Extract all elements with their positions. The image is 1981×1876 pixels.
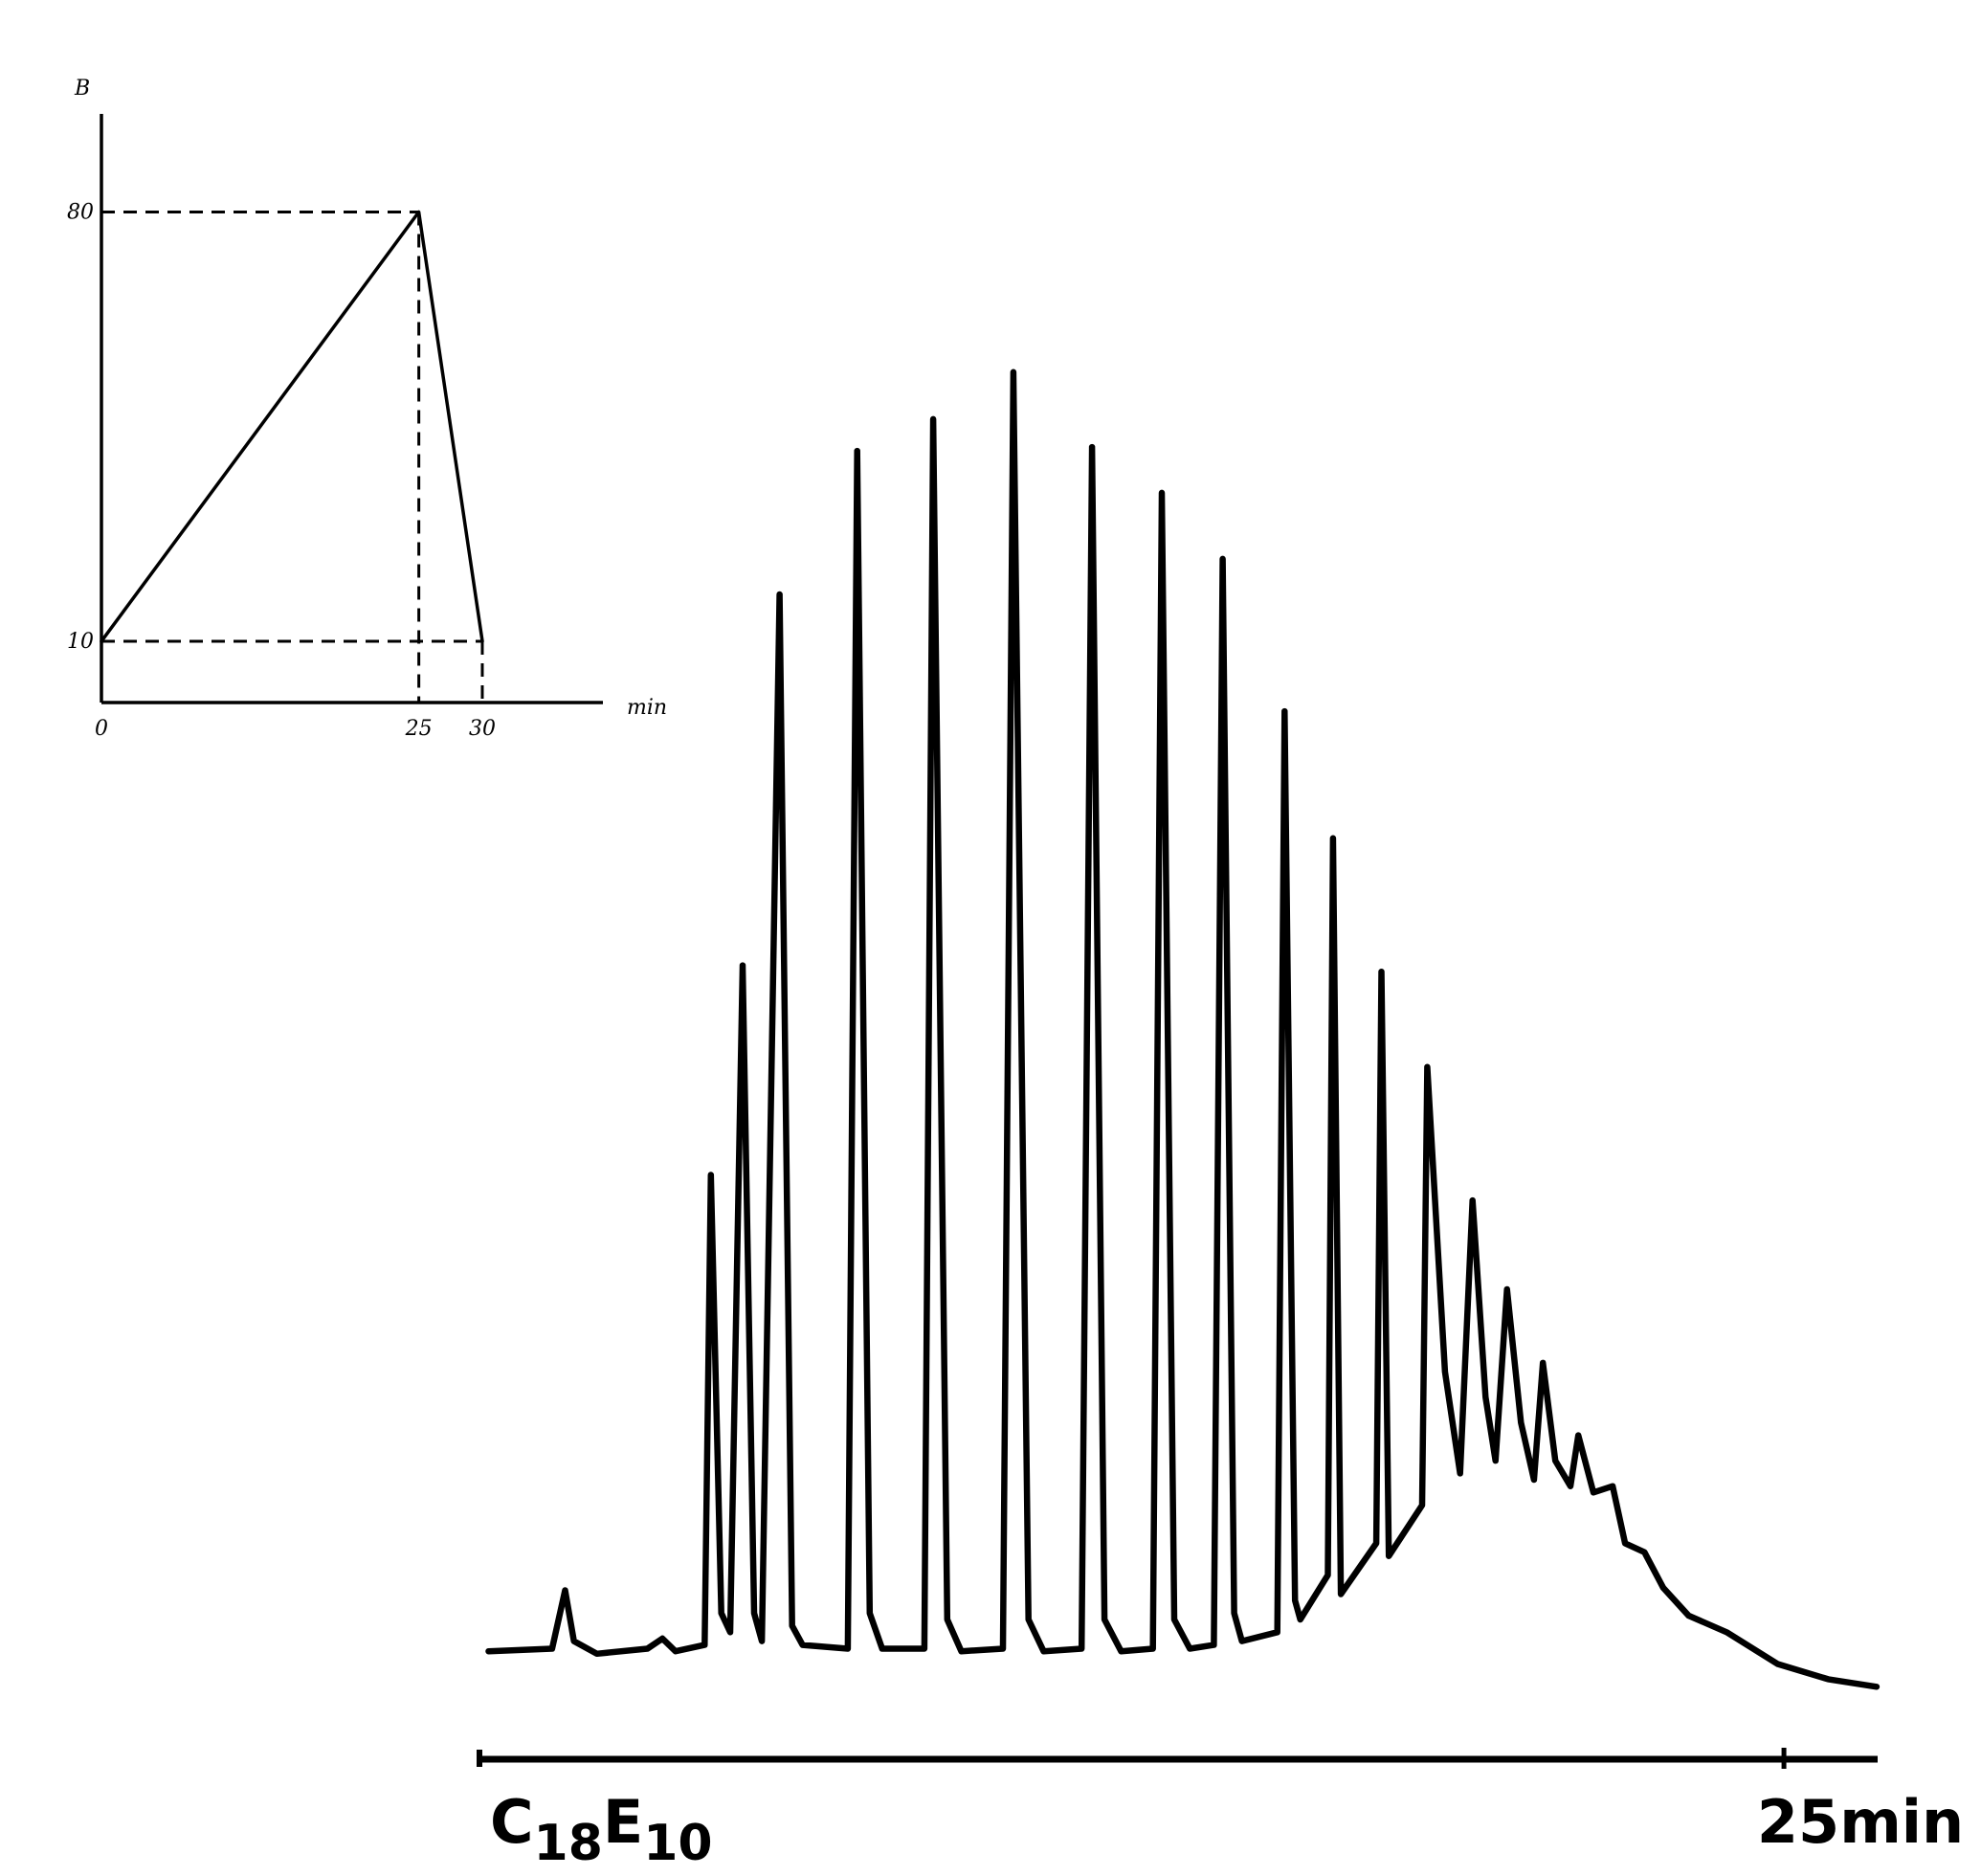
x-tick-label: 30 [469, 717, 496, 741]
y-axis-label: B [74, 77, 90, 100]
y-tick-label: 10 [67, 630, 94, 654]
data-line [100, 210, 484, 643]
label-part: E [603, 1787, 643, 1857]
label-part: 10 [643, 1815, 712, 1872]
x-tick-label: 25 [405, 717, 433, 741]
y-tick-label: 80 [67, 201, 94, 225]
x-axis-label: min [627, 696, 667, 720]
compound-label: C18E10 [490, 1787, 713, 1872]
label-part: C [490, 1787, 534, 1857]
label-part: 18 [534, 1815, 603, 1872]
data-line [485, 368, 1881, 1690]
x-tick-label: 25min [1757, 1787, 1964, 1857]
x-tick-label: 0 [95, 717, 108, 741]
